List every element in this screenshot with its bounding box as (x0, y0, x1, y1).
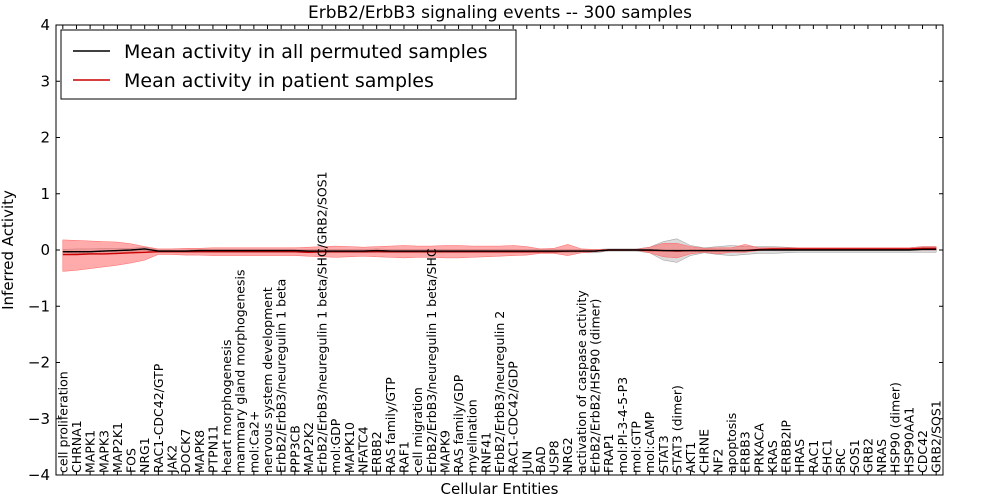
category-label: RAC1-CDC42/GTP (151, 363, 166, 473)
category-label: activation of caspase activity (574, 290, 589, 473)
category-label: mol:cAMP (642, 411, 657, 473)
category-label: ERBB2IP (779, 420, 794, 473)
category-label: mammary gland morphogenesis (233, 270, 248, 473)
y-tick-label: 2 (40, 129, 50, 147)
category-label: mol:GDP (328, 418, 343, 473)
category-label: GRB2/SOS1 (929, 400, 944, 473)
category-label: MAP2K2 (301, 422, 316, 473)
category-label: heart morphogenesis (219, 340, 234, 474)
category-label: STAT3 (dimer) (669, 385, 684, 473)
category-label: HSP90AA1 (901, 407, 916, 473)
y-tick-label: 4 (40, 16, 50, 34)
category-label: myelination (465, 399, 480, 473)
y-tick-label: −2 (28, 354, 50, 372)
category-label: mol:GTP (628, 421, 643, 473)
category-label: mol:PI-3-4-5-P3 (615, 377, 630, 473)
bands-layer (62, 238, 937, 272)
category-label: MAPK10 (342, 422, 357, 473)
y-axis-label: Inferred Activity (0, 190, 17, 310)
y-tick-label: 3 (40, 72, 50, 90)
category-label: BAD (533, 446, 548, 473)
legend-label-permuted: Mean activity in all permuted samples (124, 41, 487, 63)
category-label: ErbB2/ErbB3/neuregulin 1 beta/SHC/GRB2/S… (315, 171, 330, 473)
category-label: USP8 (547, 440, 562, 473)
y-tick-label: 1 (40, 185, 50, 203)
category-label: MAPK1 (83, 430, 98, 473)
category-label: ErbB2/ErbB3/neuregulin 1 beta (274, 279, 289, 473)
category-label: ErbB2/ErbB3/neuregulin 1 beta/SHC (424, 248, 439, 473)
category-label: HSP90 (dimer) (888, 382, 903, 473)
y-tick-label: −3 (28, 410, 50, 428)
category-label: NFATC4 (356, 426, 371, 473)
x-axis (62, 25, 937, 475)
category-label: PRKACA (751, 423, 766, 473)
category-label: nervous system development (260, 287, 275, 473)
category-label: SRC (833, 448, 848, 473)
category-label: PPP3CB (287, 425, 302, 473)
category-label: RAS family/GTP (383, 377, 398, 473)
category-label: cell migration (410, 387, 425, 473)
category-label: RAC1 (806, 440, 821, 473)
category-label: RAS family/GDP (451, 374, 466, 473)
category-label: KRAS (765, 440, 780, 473)
category-label: JAK2 (164, 445, 179, 474)
category-label: SOS1 (847, 439, 862, 473)
category-label: FOS (124, 448, 139, 473)
category-label: RAC1-CDC42/GDP (506, 361, 521, 473)
lines-layer (62, 247, 937, 256)
series-line-permuted-dots (62, 248, 937, 253)
category-label: STAT3 (656, 435, 671, 473)
category-label: CHRNA1 (69, 420, 84, 473)
category-label: PTPN11 (205, 425, 220, 473)
category-label: cell proliferation (55, 371, 70, 473)
category-label: ErbB2/ErbB2/HSP90 (dimer) (588, 299, 603, 473)
legend-label-patient: Mean activity in patient samples (124, 70, 434, 92)
y-axis: −4 −3 −2 −1 0 1 2 3 4 (28, 16, 943, 484)
category-label: GRB2 (860, 438, 875, 473)
y-tick-label: −1 (28, 297, 50, 315)
category-label: AKT1 (683, 442, 698, 473)
category-label: NRG1 (137, 437, 152, 473)
category-label: NF2 (710, 449, 725, 474)
category-label: ERBB2 (369, 431, 384, 473)
legend: Mean activity in all permuted samples Me… (60, 29, 517, 100)
category-labels: cell proliferationCHRNA1MAPK1MAPK3MAP2K1… (55, 171, 943, 474)
category-label: CDC42 (915, 430, 930, 473)
category-label: MAPK3 (96, 430, 111, 473)
category-label: MAPK9 (437, 430, 452, 473)
category-label: RNF41 (478, 432, 493, 473)
x-axis-label: Cellular Entities (441, 480, 559, 498)
category-label: apoptosis (724, 413, 739, 473)
y-tick-label: 0 (40, 241, 50, 259)
category-label: SHC1 (820, 439, 835, 473)
category-label: CHRNE (697, 429, 712, 473)
category-label: FRAP1 (601, 434, 616, 473)
category-label: NRAS (874, 439, 889, 473)
category-label: MAP2K1 (110, 422, 125, 473)
chart-title: ErbB2/ErbB3 signaling events -- 300 samp… (308, 3, 692, 23)
category-label: DOCK7 (178, 429, 193, 473)
y-tick-label: −4 (28, 466, 50, 484)
category-label: ERBB3 (738, 431, 753, 473)
band-patient (62, 239, 937, 272)
category-label: mol:Ca2+ (246, 411, 261, 473)
category-label: JUN (519, 451, 534, 474)
legend-box (60, 29, 517, 100)
category-label: ErbB2/ErbB3/neuregulin 2 (492, 311, 507, 473)
category-label: HRAS (792, 439, 807, 473)
category-label: RAF1 (396, 441, 411, 473)
category-label: MAPK8 (192, 430, 207, 473)
category-label: NRG2 (560, 437, 575, 473)
